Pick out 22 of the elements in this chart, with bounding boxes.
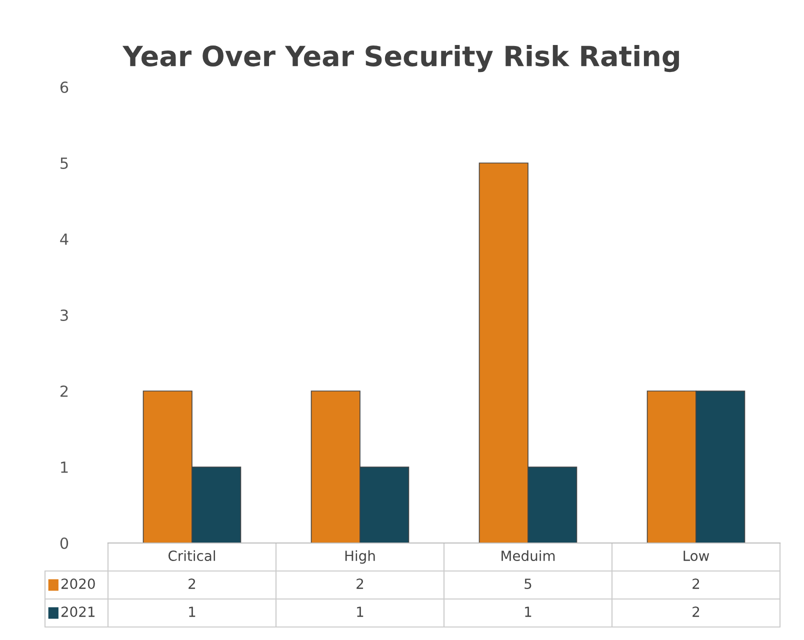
data-label: 1 <box>189 606 196 617</box>
legend-label: 2021 <box>61 606 95 618</box>
x-tick-label: Meduim <box>502 550 555 562</box>
y-tick-label: 3 <box>60 309 68 322</box>
x-tick-label: High <box>345 550 375 564</box>
legend-label: 2020 <box>61 578 95 590</box>
y-tick-label: 5 <box>60 158 68 170</box>
y-tick-label: 2 <box>60 385 68 397</box>
data-label: 1 <box>525 606 532 617</box>
data-label: 2 <box>356 578 364 589</box>
chart-title: Year Over Year Security Risk Rating <box>122 45 679 72</box>
y-tick-label: 0 <box>60 537 68 550</box>
data-label: 2 <box>692 578 700 589</box>
y-tick-label: 4 <box>60 234 68 245</box>
data-label: 1 <box>357 606 364 617</box>
y-tick-label: 1 <box>61 462 68 473</box>
x-tick-label: Critical <box>168 550 215 562</box>
data-label: 2 <box>188 578 196 589</box>
data-label: 2 <box>692 606 700 617</box>
data-label: 5 <box>524 578 532 590</box>
x-tick-label: Low <box>684 550 710 562</box>
y-tick-label: 6 <box>60 81 68 94</box>
